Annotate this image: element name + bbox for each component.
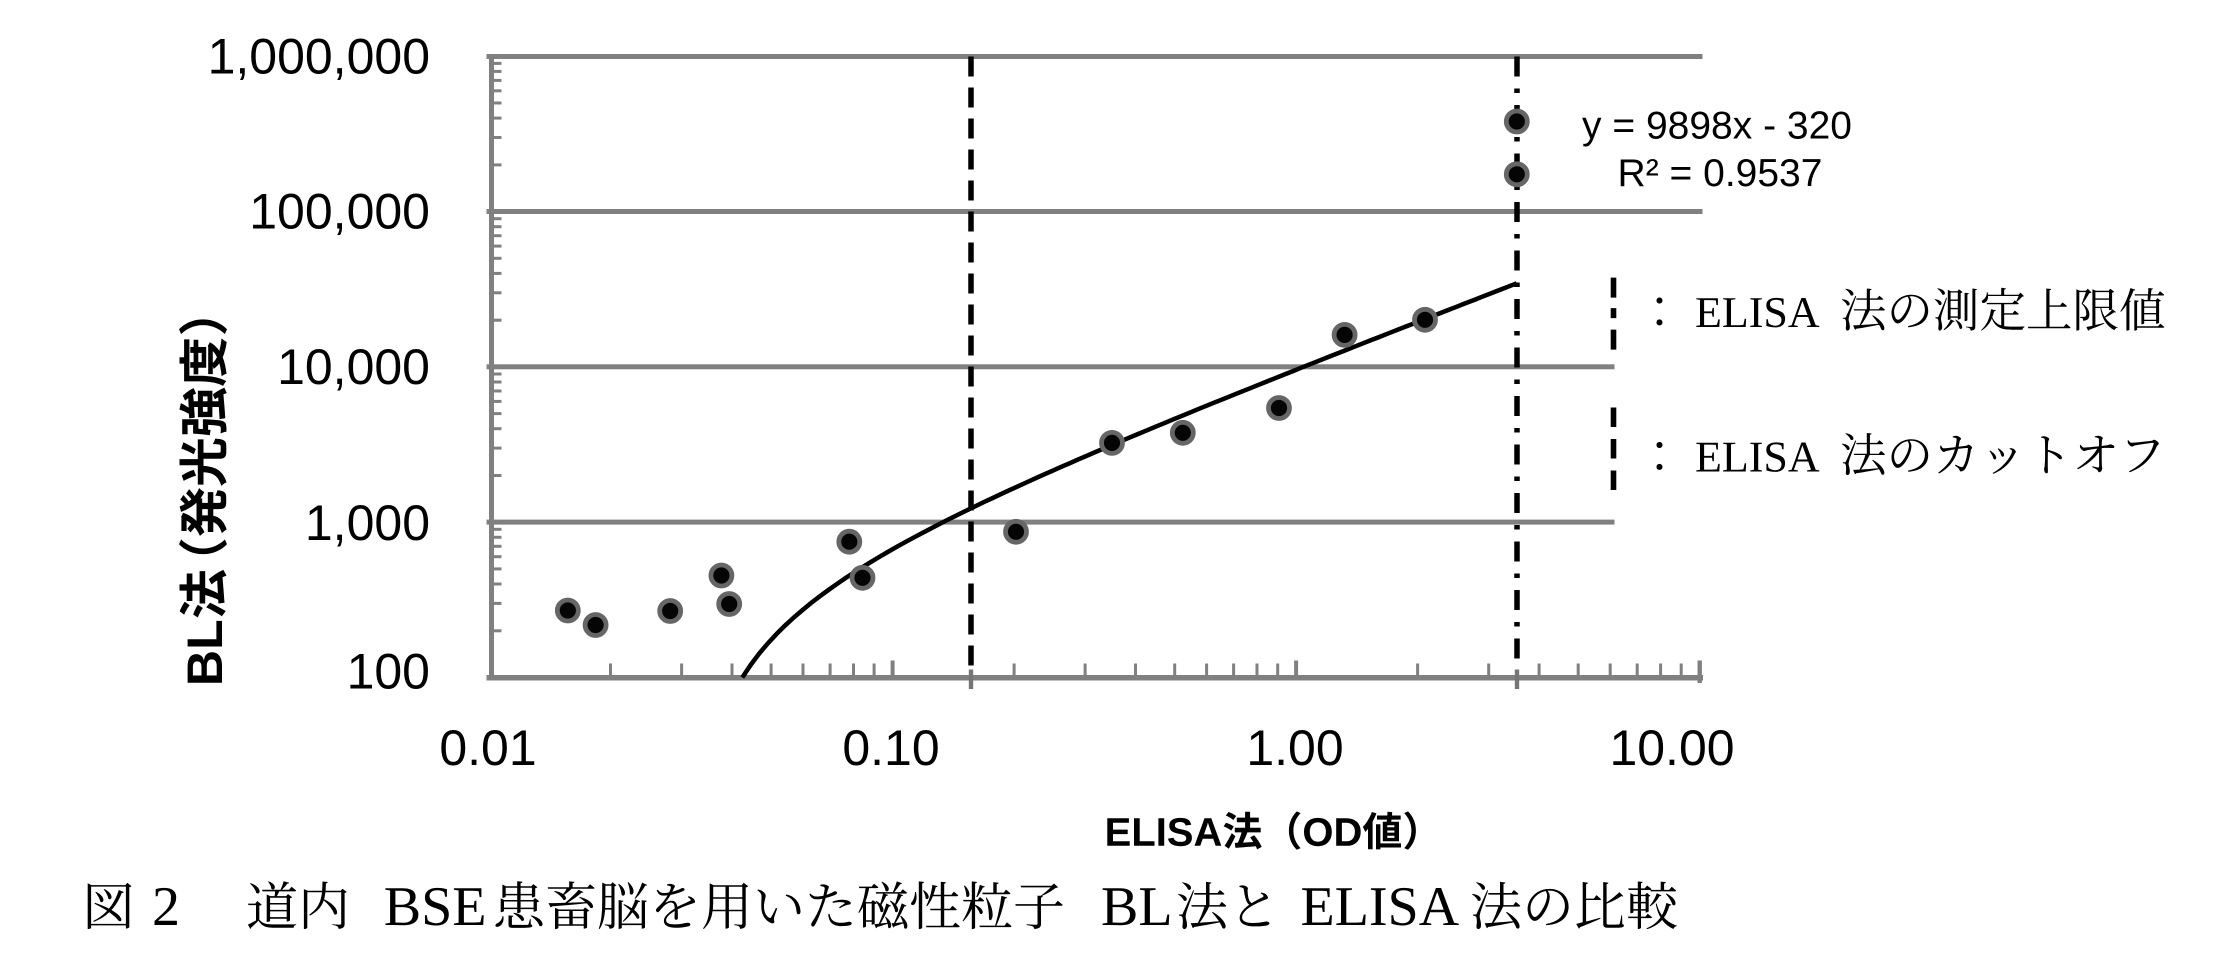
svg-text:1,000: 1,000 (305, 495, 430, 551)
svg-text:y = 9898x - 320: y = 9898x - 320 (1582, 105, 1852, 148)
svg-text:1,000,000: 1,000,000 (208, 29, 430, 85)
svg-text:1.00: 1.00 (1246, 720, 1343, 776)
svg-text:10,000: 10,000 (277, 339, 430, 395)
svg-text:100: 100 (347, 644, 430, 700)
svg-text:R² = 0.9537: R² = 0.9537 (1618, 152, 1823, 195)
svg-text:0.01: 0.01 (439, 720, 536, 776)
svg-text:0.10: 0.10 (842, 720, 939, 776)
svg-text:100,000: 100,000 (249, 184, 430, 240)
svg-text:10.00: 10.00 (1609, 720, 1734, 776)
